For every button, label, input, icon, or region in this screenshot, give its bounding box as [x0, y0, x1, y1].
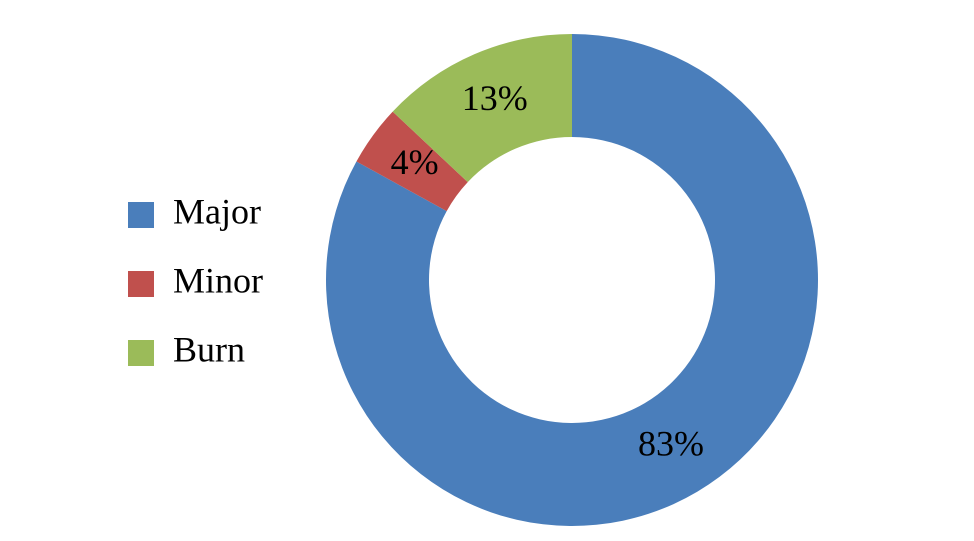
data-label: 83%	[638, 424, 704, 464]
legend-label: Minor	[173, 260, 263, 300]
legend-swatch	[128, 271, 154, 297]
legend-swatch	[128, 340, 154, 366]
donut-slice	[392, 34, 572, 183]
data-label: 13%	[462, 78, 528, 118]
legend-label: Burn	[173, 329, 245, 369]
legend-swatch	[128, 202, 154, 228]
donut-slice	[356, 111, 468, 212]
legend-label: Major	[173, 191, 261, 231]
donut-slice	[326, 34, 819, 526]
data-label: 4%	[391, 142, 439, 182]
